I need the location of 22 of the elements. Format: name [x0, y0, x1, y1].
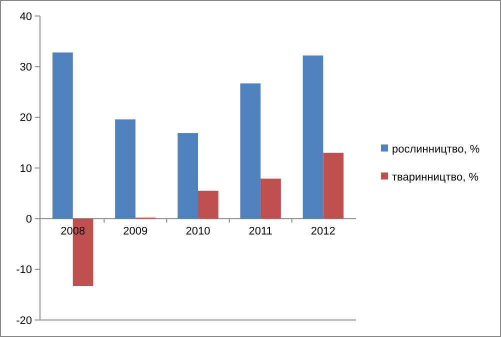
legend-label: тваринництво, % [392, 171, 479, 184]
y-tick-label: -20 [16, 314, 32, 327]
bar [260, 178, 281, 219]
bar [323, 152, 344, 219]
y-tick-label: 10 [20, 162, 32, 175]
y-tick-label: 20 [20, 112, 32, 124]
x-tick-label: 2012 [310, 226, 336, 238]
y-tick-label: 0 [26, 214, 32, 226]
x-tick-label: 2011 [248, 226, 272, 238]
y-tick-label: 40 [20, 10, 32, 23]
x-tick-label: 2009 [123, 226, 148, 238]
bar [178, 133, 198, 219]
x-tick-label: 2008 [60, 226, 86, 238]
y-tick-label: 30 [20, 62, 32, 74]
bar [302, 56, 324, 219]
legend-label: рослинництво, % [392, 143, 480, 156]
bar [240, 83, 261, 219]
bar [52, 52, 73, 219]
y-tick-label: -10 [16, 264, 32, 276]
x-tick-label: 2010 [186, 226, 210, 238]
bar [115, 119, 136, 219]
bar [198, 190, 218, 219]
